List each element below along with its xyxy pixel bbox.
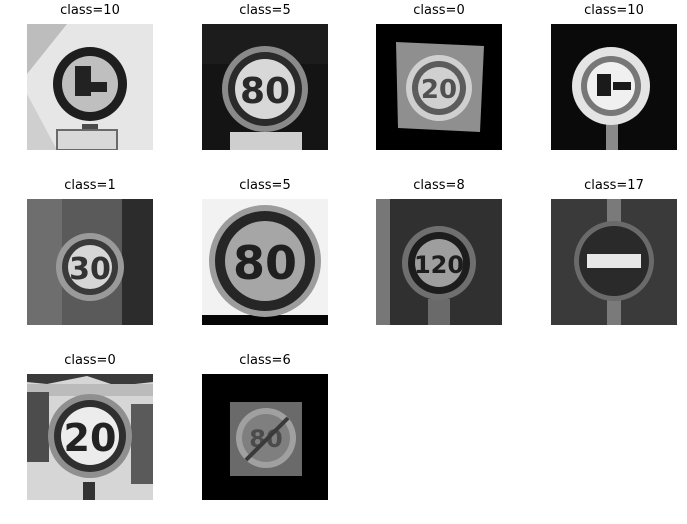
traffic-sign-speed-limit-image: 80 (202, 199, 328, 325)
panel-image: 20 (376, 24, 502, 150)
traffic-sign-no-entry-image (551, 199, 677, 325)
panel-title: class=17 (584, 178, 644, 193)
sign-text: 80 (240, 71, 290, 112)
traffic-sign-speed-limit-image: 20 (27, 374, 153, 500)
traffic-sign-speed-limit-image: 30 (27, 199, 153, 325)
traffic-sign-end-speed-limit-image: 80 (202, 374, 328, 500)
panel-image: 80 (202, 24, 328, 150)
sign-text: 80 (233, 236, 297, 290)
sign-text: 120 (414, 251, 464, 279)
panel-image (551, 199, 677, 325)
panel-image: 30 (27, 199, 153, 325)
panel-title: class=8 (413, 178, 465, 193)
panel-title: class=5 (239, 3, 291, 18)
traffic-sign-speed-limit-image: 120 (376, 199, 502, 325)
panel-title: class=0 (64, 353, 116, 368)
panel-image (551, 24, 677, 150)
sign-text: 20 (421, 75, 457, 105)
panel-image: 80 (202, 374, 328, 500)
panel-title: class=6 (239, 353, 291, 368)
sign-text: 20 (64, 416, 117, 460)
traffic-sign-no-overtaking-image (27, 24, 153, 150)
traffic-sign-speed-limit-image: 20 (376, 24, 502, 150)
panel-title: class=5 (239, 178, 291, 193)
panel-title: class=10 (60, 3, 120, 18)
panel-title: class=10 (584, 3, 644, 18)
panel-image: 80 (202, 199, 328, 325)
panel-image (27, 24, 153, 150)
panel-image: 120 (376, 199, 502, 325)
panel-title: class=0 (413, 3, 465, 18)
panel-title: class=1 (64, 178, 116, 193)
sign-text: 30 (69, 252, 111, 287)
traffic-sign-speed-limit-image: 80 (202, 24, 328, 150)
traffic-sign-no-overtaking-image (551, 24, 677, 150)
panel-image: 20 (27, 374, 153, 500)
